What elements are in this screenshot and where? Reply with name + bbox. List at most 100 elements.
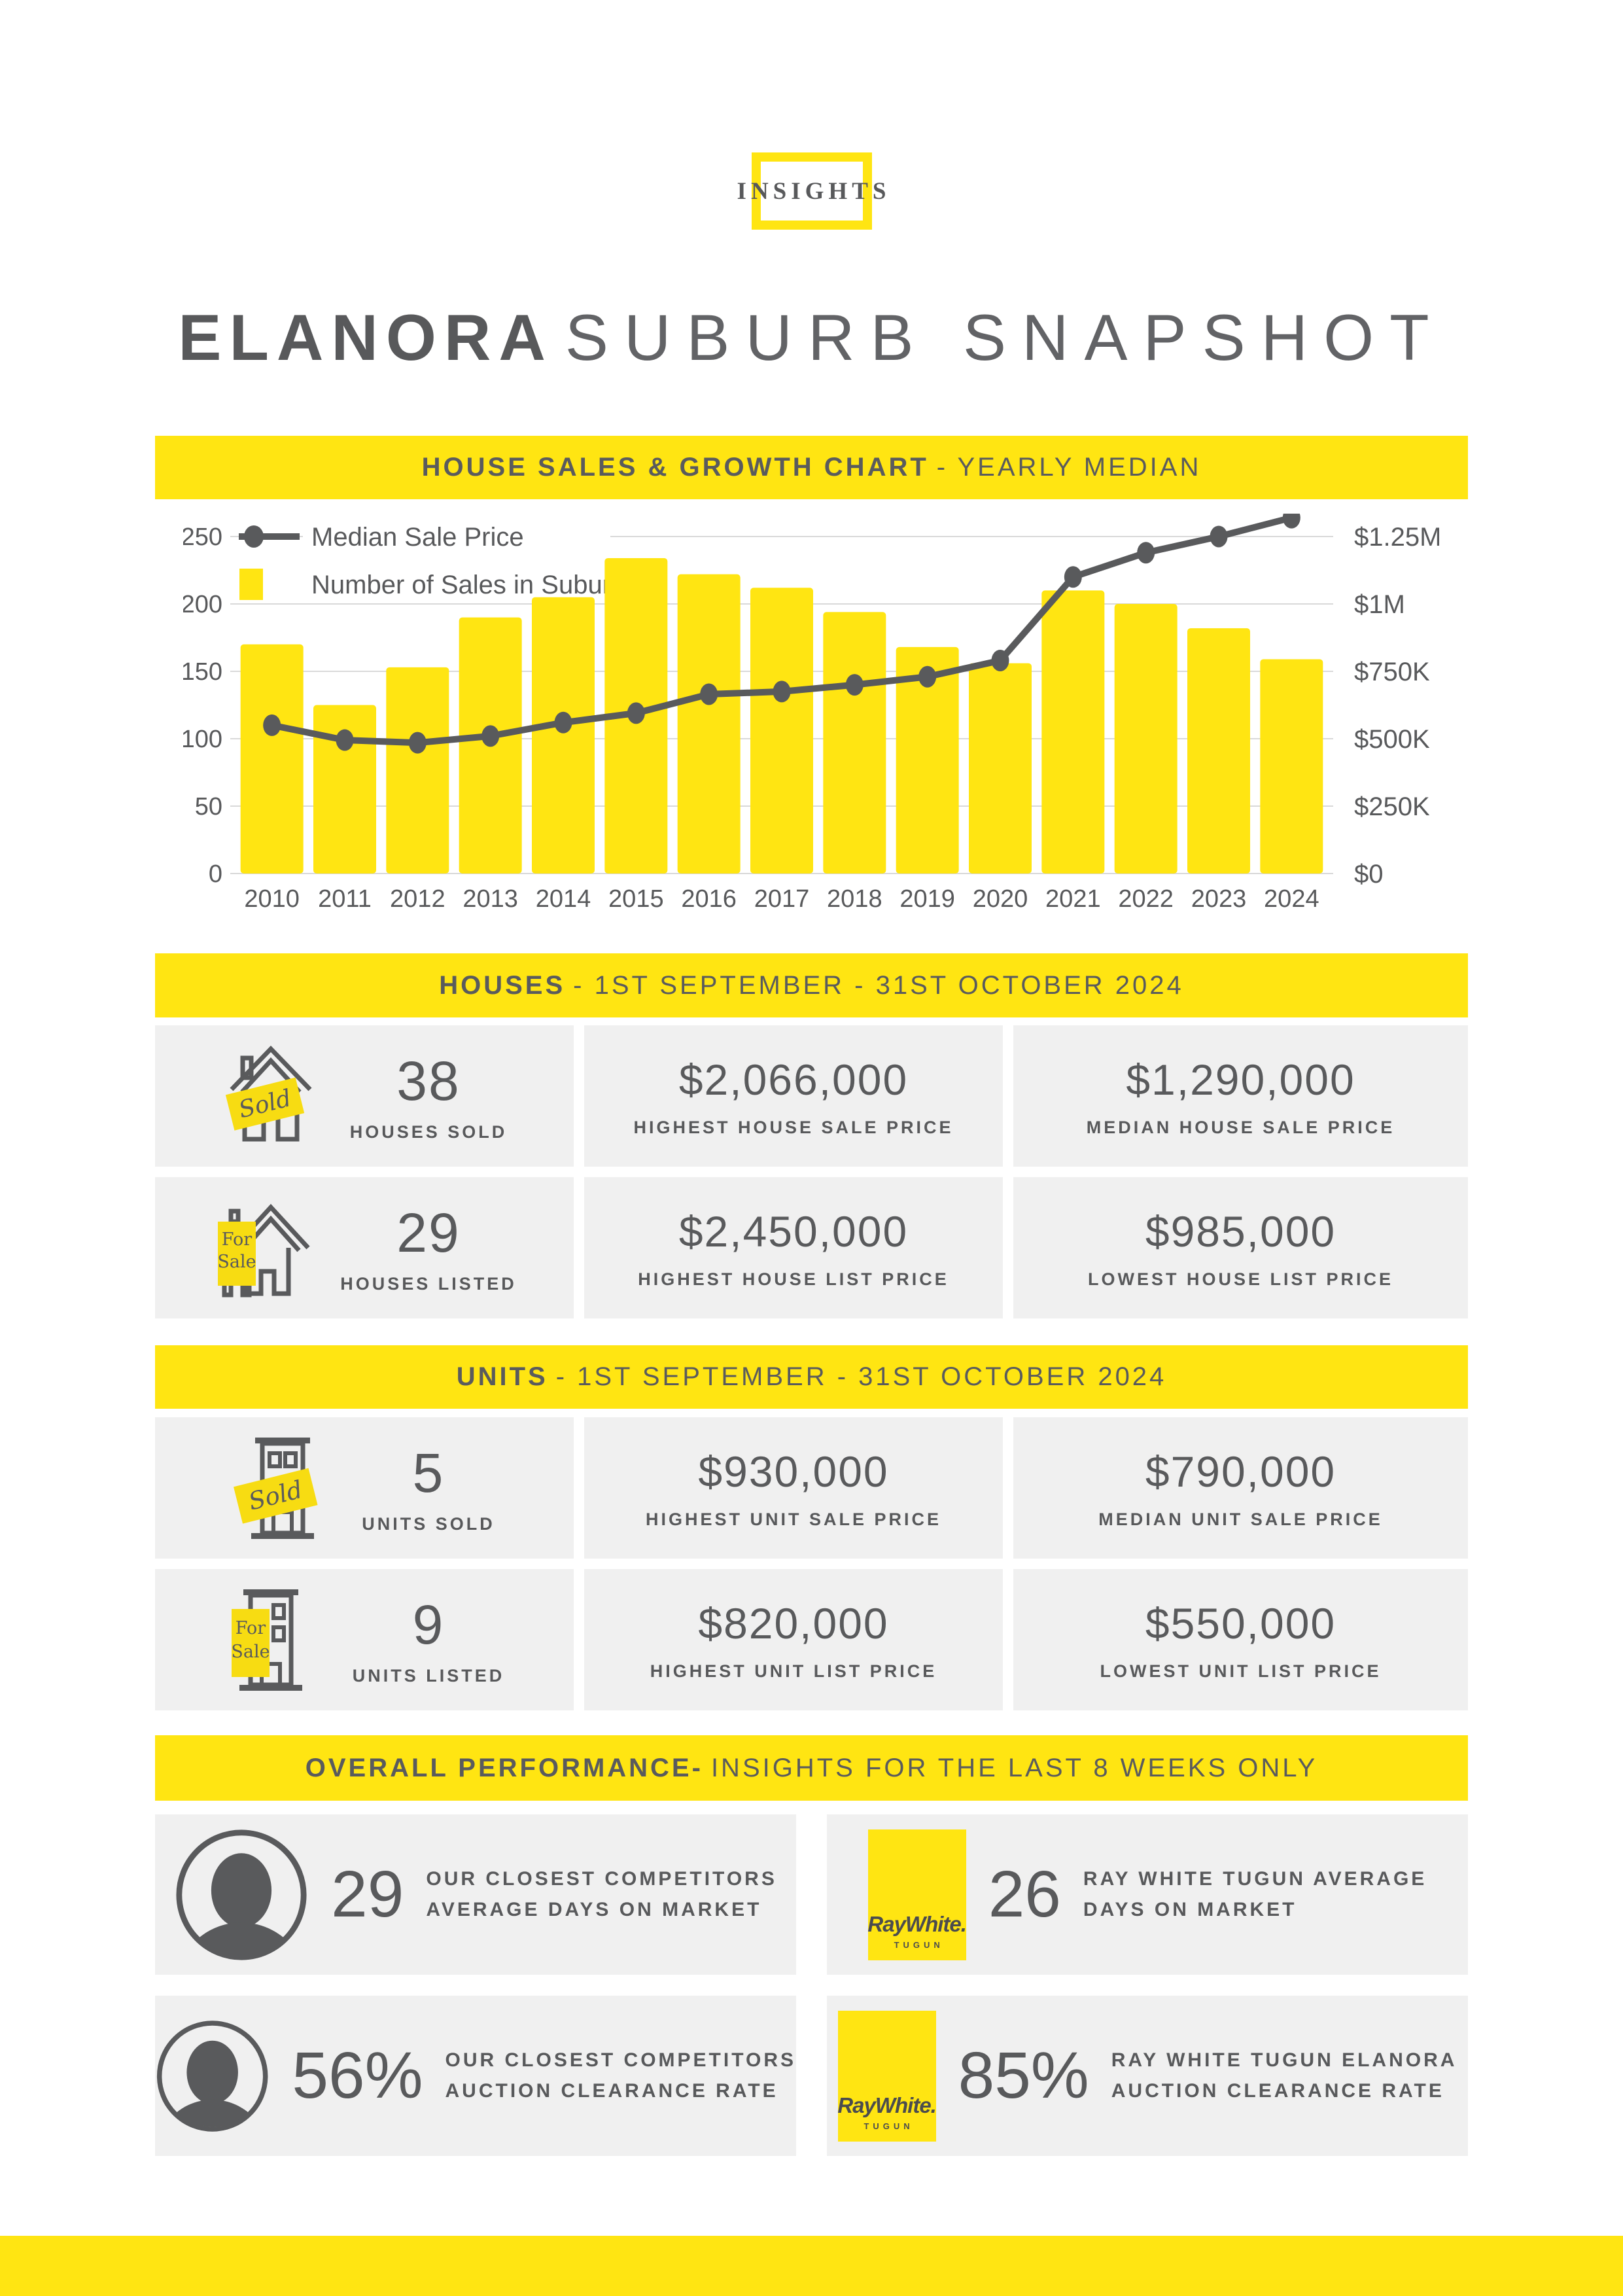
- units-section-banner: UNITS - 1ST SEPTEMBER - 31ST OCTOBER 202…: [155, 1345, 1468, 1409]
- highest-unit-list-card: $820,000 HIGHEST UNIT LIST PRICE: [584, 1569, 1003, 1710]
- raywhite-clearance-label: RAY WHITE TUGUN ELANORA AUCTION CLEARANC…: [1111, 2045, 1457, 2106]
- bar-2011: [313, 705, 376, 874]
- svg-text:$500K: $500K: [1354, 725, 1430, 754]
- median-unit-sale-value: $790,000: [1145, 1447, 1336, 1496]
- x-label-2012: 2012: [390, 885, 445, 913]
- line-point-2013: [481, 725, 500, 747]
- units-sold-label: UNITS SOLD: [362, 1514, 495, 1534]
- line-point-2019: [918, 665, 937, 688]
- x-label-2017: 2017: [754, 885, 810, 913]
- page-title-rest: SUBURB SNAPSHOT: [565, 301, 1445, 374]
- lowest-house-list-card: $985,000 LOWEST HOUSE LIST PRICE: [1013, 1177, 1468, 1318]
- bar-2016: [677, 574, 741, 874]
- svg-text:$750K: $750K: [1354, 658, 1430, 686]
- line-point-2018: [845, 674, 864, 696]
- x-label-2024: 2024: [1264, 885, 1319, 913]
- raywhite-clearance-card: RayWhite. TUGUN 85% RAY WHITE TUGUN ELAN…: [827, 1996, 1468, 2156]
- svg-text:$250K: $250K: [1354, 792, 1430, 821]
- raywhite-logo-sub: TUGUN: [894, 1939, 944, 1950]
- chart-banner-bold: HOUSE SALES & GROWTH CHART: [421, 453, 929, 482]
- house-for-sale-icon: For Sale: [218, 1203, 310, 1298]
- competitors-clearance-card: 56% OUR CLOSEST COMPETITORS AUCTION CLEA…: [155, 1996, 796, 2156]
- highest-house-sale-value: $2,066,000: [678, 1055, 909, 1104]
- competitors-clearance-value: 56%: [292, 2039, 423, 2112]
- units-stats-grid: Sold 5 UNITS SOLD $930,000 HIGHEST UNIT …: [155, 1417, 1468, 1710]
- line-point-2022: [1137, 542, 1155, 564]
- x-label-2018: 2018: [827, 885, 882, 913]
- competitors-clearance-label: OUR CLOSEST COMPETITORS AUCTION CLEARANC…: [445, 2045, 796, 2106]
- competitors-days-label-line1: OUR CLOSEST COMPETITORS: [426, 1868, 777, 1890]
- line-point-2016: [700, 683, 718, 705]
- bar-2021: [1041, 590, 1105, 874]
- raywhite-days-on-market-card: RayWhite. TUGUN 26 RAY WHITE TUGUN AVERA…: [827, 1814, 1468, 1975]
- line-point-2023: [1210, 525, 1228, 548]
- bar-2014: [532, 597, 595, 874]
- bar-2022: [1114, 604, 1178, 874]
- houses-stats-grid: Sold 38 HOUSES SOLD $2,066,000 HIGHEST H…: [155, 1025, 1468, 1318]
- bar-2018: [823, 612, 886, 874]
- legend-number-of-sales: Number of Sales in Suburb: [311, 571, 625, 599]
- x-label-2020: 2020: [973, 885, 1028, 913]
- competitors-days-on-market-card: 29 OUR CLOSEST COMPETITORS AVERAGE DAYS …: [155, 1814, 796, 1975]
- raywhite-days-value: 26: [988, 1858, 1061, 1931]
- svg-text:Sale: Sale: [231, 1642, 270, 1662]
- svg-text:50: 50: [195, 793, 222, 821]
- performance-grid: 29 OUR CLOSEST COMPETITORS AVERAGE DAYS …: [155, 1814, 1468, 2156]
- svg-text:$0: $0: [1354, 860, 1384, 889]
- highest-unit-sale-label: HIGHEST UNIT SALE PRICE: [645, 1509, 942, 1529]
- legend-median-sale-price: Median Sale Price: [311, 523, 524, 552]
- competitors-days-label: OUR CLOSEST COMPETITORS AVERAGE DAYS ON …: [426, 1864, 777, 1925]
- raywhite-logo: RayWhite. TUGUN: [837, 2010, 937, 2142]
- raywhite-days-label-line1: RAY WHITE TUGUN AVERAGE: [1083, 1868, 1427, 1890]
- highest-unit-list-label: HIGHEST UNIT LIST PRICE: [650, 1661, 937, 1681]
- raywhite-clearance-label-line2: AUCTION CLEARANCE RATE: [1111, 2079, 1444, 2102]
- lowest-unit-list-value: $550,000: [1145, 1598, 1336, 1648]
- lowest-house-list-value: $985,000: [1145, 1207, 1336, 1256]
- lowest-unit-list-card: $550,000 LOWEST UNIT LIST PRICE: [1013, 1569, 1468, 1710]
- houses-listed-count: 29: [396, 1202, 461, 1263]
- line-point-2015: [627, 702, 645, 724]
- x-label-2015: 2015: [608, 885, 664, 913]
- line-point-2010: [263, 714, 281, 736]
- x-label-2021: 2021: [1045, 885, 1101, 913]
- chart-section-banner: HOUSE SALES & GROWTH CHART - YEARLY MEDI…: [155, 436, 1468, 499]
- raywhite-days-label-line2: DAYS ON MARKET: [1083, 1898, 1297, 1920]
- perf-banner-bold: OVERALL PERFORMANCE-: [305, 1753, 703, 1782]
- svg-text:Sale: Sale: [218, 1252, 256, 1272]
- median-unit-sale-card: $790,000 MEDIAN UNIT SALE PRICE: [1013, 1417, 1468, 1559]
- x-label-2016: 2016: [681, 885, 737, 913]
- svg-text:For: For: [236, 1618, 266, 1638]
- houses-listed-label: HOUSES LISTED: [340, 1274, 517, 1294]
- houses-banner-bold: HOUSES: [439, 970, 566, 1000]
- competitors-clearance-label-line2: AUCTION CLEARANCE RATE: [445, 2079, 778, 2102]
- highest-house-list-card: $2,450,000 HIGHEST HOUSE LIST PRICE: [584, 1177, 1003, 1318]
- competitors-days-value: 29: [331, 1858, 404, 1931]
- bar-2017: [750, 588, 813, 874]
- houses-banner-light: - 1ST SEPTEMBER - 31ST OCTOBER 2024: [573, 970, 1184, 1000]
- raywhite-clearance-value: 85%: [958, 2039, 1089, 2112]
- x-label-2023: 2023: [1191, 885, 1247, 913]
- line-point-2024: [1282, 514, 1300, 529]
- highest-unit-list-value: $820,000: [698, 1598, 889, 1648]
- highest-house-sale-label: HIGHEST HOUSE SALE PRICE: [633, 1117, 954, 1137]
- raywhite-days-label: RAY WHITE TUGUN AVERAGE DAYS ON MARKET: [1083, 1864, 1427, 1925]
- svg-text:0: 0: [209, 860, 222, 888]
- performance-section-banner: OVERALL PERFORMANCE- INSIGHTS FOR THE LA…: [155, 1735, 1468, 1801]
- median-house-sale-card: $1,290,000 MEDIAN HOUSE SALE PRICE: [1013, 1025, 1468, 1167]
- houses-sold-count: 38: [396, 1050, 461, 1112]
- units-banner-bold: UNITS: [456, 1362, 548, 1391]
- line-point-2021: [1064, 566, 1082, 588]
- building-for-sale-icon: For Sale: [231, 1589, 302, 1691]
- line-point-2014: [554, 711, 572, 733]
- svg-text:200: 200: [183, 591, 222, 618]
- footer-accent-bar: [0, 2236, 1623, 2296]
- median-unit-sale-label: MEDIAN UNIT SALE PRICE: [1098, 1509, 1383, 1529]
- highest-house-list-label: HIGHEST HOUSE LIST PRICE: [638, 1269, 949, 1289]
- x-label-2019: 2019: [899, 885, 955, 913]
- highest-unit-sale-card: $930,000 HIGHEST UNIT SALE PRICE: [584, 1417, 1003, 1559]
- person-icon: [156, 2020, 268, 2132]
- bar-2012: [386, 667, 449, 874]
- units-banner-light: - 1ST SEPTEMBER - 31ST OCTOBER 2024: [555, 1362, 1167, 1391]
- svg-text:150: 150: [183, 658, 222, 686]
